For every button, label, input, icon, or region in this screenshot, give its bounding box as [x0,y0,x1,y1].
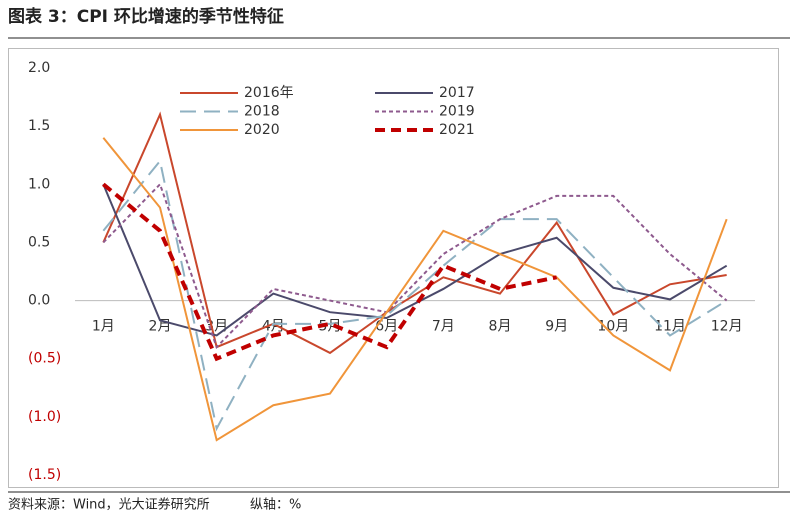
y-tick-label: 2.0 [28,60,50,76]
x-tick-label: 9月 [545,319,568,335]
note: 纵轴：% [250,498,301,513]
plot-frame [8,48,779,488]
source: 资料来源：Wind，光大证券研究所 [8,497,210,513]
legend-label: 2016年 [244,85,294,101]
x-tick-label: 10月 [597,319,629,335]
y-tick-label: (0.5) [28,351,61,367]
legend-label: 2020 [244,122,280,138]
y-tick-label: 1.0 [28,176,50,192]
legend-label: 2019 [439,104,475,120]
legend-label: 2021 [439,122,475,138]
series-line [102,182,558,362]
series-line [102,158,728,432]
x-tick-label: 4月 [262,319,285,335]
y-tick-label: 0.5 [28,234,50,250]
y-tick-label: 0.0 [28,293,50,309]
series-line [102,182,728,349]
x-tick-label: 5月 [319,319,342,335]
x-tick-label: 7月 [432,319,455,335]
x-tick-label: 12月 [711,319,743,335]
legend-label: 2018 [244,104,280,120]
series-line [102,137,728,442]
x-tick-label: 1月 [92,319,115,335]
x-tick-label: 6月 [375,319,398,335]
legend-label: 2017 [439,85,475,101]
chart-title: 图表 3：CPI 环比增速的季节性特征 [8,6,284,27]
y-tick-label: (1.0) [28,409,61,425]
x-tick-label: 11月 [654,319,686,335]
x-tick-label: 8月 [489,319,512,335]
series-line [102,111,727,355]
y-tick-label: (1.5) [28,467,61,483]
y-tick-label: 1.5 [28,118,50,134]
